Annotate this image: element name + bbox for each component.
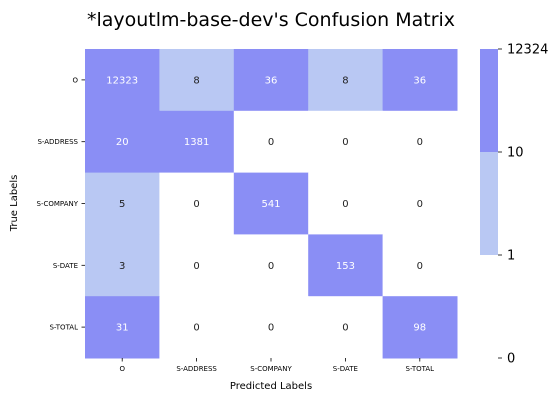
cell-value-label: 8 [342,75,348,86]
cell-value-label: 31 [116,323,129,334]
heatmap-cell-labels: 12323 8 36 8 36 20 1381 0 0 0 5 0 541 0 0 3 0 0 153 0 31 0 0 0 9… [106,75,426,333]
colorbar-tick-label: 10 [507,146,524,161]
heatmap-cell [85,296,160,359]
cell-value-label: 0 [417,199,423,210]
heatmap-cell [233,234,309,297]
heatmap-cell [85,110,160,174]
colorbar-segment [480,49,498,152]
cell-value-label: 0 [268,137,274,148]
heatmap-cell [308,172,384,235]
cell-value-label: 0 [193,199,199,210]
heatmap-cell [382,296,458,359]
heatmap-cell [159,234,235,297]
heatmap-cell [159,110,235,174]
heatmap-cell [233,49,309,112]
heatmap-cell [85,234,160,297]
y-axis-ticks: O S-ADDRESS S-COMPANY S-DATE S-TOTAL [37,76,85,332]
cell-value-label: 0 [342,323,348,334]
heatmap-cell [159,172,235,235]
colorbar-tick-label: 12324 [507,43,548,58]
cell-value-label: 0 [193,323,199,334]
cell-value-label: 0 [268,261,274,272]
cell-value-label: 0 [342,137,348,148]
cell-value-label: 0 [417,137,423,148]
y-tick-label: S-ADDRESS [37,138,78,146]
cell-value-label: 3 [119,261,125,272]
y-tick-label: S-COMPANY [37,200,79,208]
heatmap-cell [233,172,309,235]
heatmap-cell [85,172,160,235]
x-tick-label: O [119,365,125,373]
heatmap-cell [382,234,458,297]
colorbar-segment [480,255,498,358]
cell-value-label: 8 [193,75,199,86]
cell-value-label: 0 [342,199,348,210]
heatmap-cell [308,49,384,112]
x-axis-label: Predicted Labels [230,381,312,392]
cell-value-label: 98 [413,323,426,334]
colorbar-tick-label: 0 [507,352,515,367]
cell-value-label: 12323 [106,75,138,86]
heatmap-cell [308,296,384,359]
cell-value-label: 153 [336,261,355,272]
heatmap-cell [159,49,235,112]
heatmap-cell [233,110,309,174]
heatmap-cell [159,296,235,359]
cell-value-label: 0 [193,261,199,272]
y-axis-label: True Labels [9,175,20,233]
cell-value-label: 5 [119,199,125,210]
cell-value-label: 1381 [184,137,209,148]
heatmap-cell [382,172,458,235]
y-tick-label: S-DATE [53,262,78,270]
heatmap-cells [85,49,458,359]
cell-value-label: 541 [261,199,280,210]
heatmap-cell [308,234,384,297]
x-tick-label: S-TOTAL [406,365,435,373]
heatmap-cell [382,110,458,174]
x-tick-label: S-COMPANY [250,365,292,373]
heatmap-cell [308,110,384,174]
cell-value-label: 0 [268,323,274,334]
y-tick-label: O [72,76,78,84]
cell-value-label: 20 [116,137,129,148]
chart-title: *layoutlm-base-dev's Confusion Matrix [87,9,455,31]
heatmap-cell [382,49,458,112]
cell-value-label: 36 [265,75,278,86]
x-tick-label: S-ADDRESS [176,365,217,373]
x-axis-ticks: O S-ADDRESS S-COMPANY S-DATE S-TOTAL [119,358,434,373]
heatmap-cell [85,49,160,112]
x-tick-label: S-DATE [333,365,358,373]
heatmap-cell [233,296,309,359]
cell-value-label: 36 [413,75,426,86]
colorbar-tick-label: 1 [507,249,515,264]
y-tick-label: S-TOTAL [49,324,78,332]
colorbar-segment [480,152,498,255]
cell-value-label: 0 [417,261,423,272]
